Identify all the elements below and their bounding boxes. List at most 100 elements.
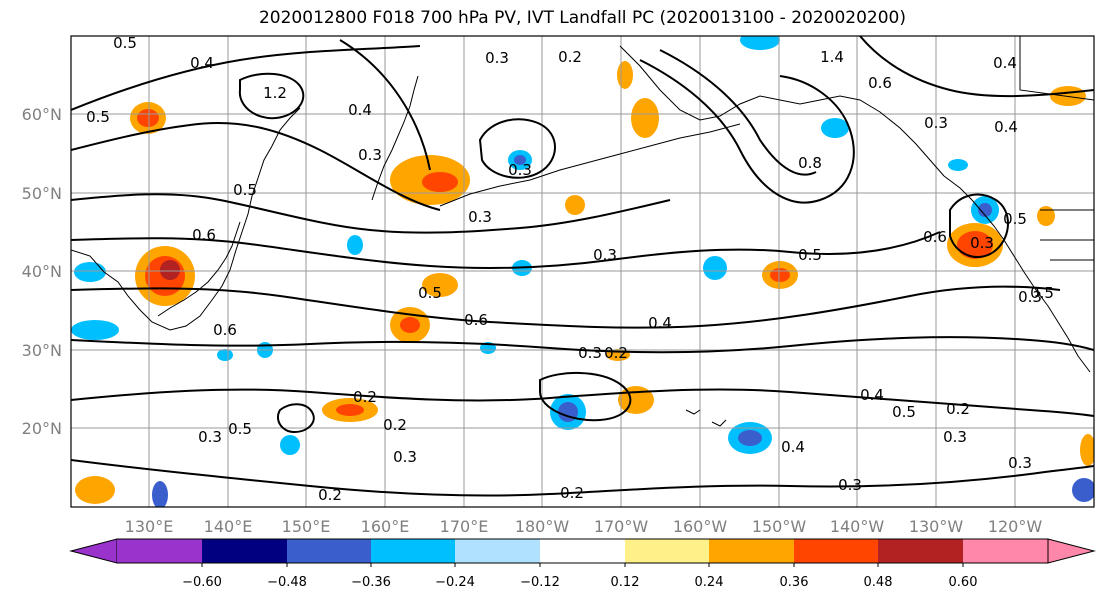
coastline-japan bbox=[157, 221, 241, 317]
contour-label: 0.2 bbox=[560, 484, 584, 502]
contour-label: 0.5 bbox=[892, 403, 916, 421]
longitude-labels: 130°E 140°E 150°E 160°E 170°E 180°W 170°W 160°W… bbox=[125, 517, 1043, 536]
colorbar-tick-label: −0.24 bbox=[435, 575, 475, 590]
contour-line bbox=[478, 118, 556, 179]
pv-anomaly-patch bbox=[152, 481, 168, 507]
pv-anomaly-patch bbox=[514, 155, 526, 165]
colorbar-band bbox=[709, 539, 794, 563]
lon-label: 160°W bbox=[673, 517, 728, 536]
pv-anomaly-patch bbox=[565, 195, 585, 215]
contour-label: 0.4 bbox=[993, 54, 1017, 72]
contour-line bbox=[276, 403, 315, 434]
contour-label: 0.3 bbox=[943, 428, 967, 446]
pv-anomaly-patch bbox=[631, 98, 659, 138]
colorbar-band bbox=[963, 539, 1048, 563]
contour-line bbox=[71, 231, 941, 269]
contour-label: 0.4 bbox=[648, 314, 672, 332]
contour-label: 0.3 bbox=[393, 448, 417, 466]
contour-labels: 0.5 0.4 1.2 0.5 0.6 0.5 0.4 0.3 1.4 0.6 0.3 0.4 0.8 0… bbox=[86, 36, 1054, 504]
pv-anomaly-patch bbox=[422, 172, 458, 192]
contour-line bbox=[949, 193, 1009, 259]
contour-line bbox=[71, 45, 421, 111]
contour-label: 0.6 bbox=[923, 228, 947, 246]
lon-label: 160°E bbox=[361, 517, 410, 536]
colorbar-tick-label: −0.12 bbox=[520, 575, 560, 590]
colorbar-band bbox=[625, 539, 709, 563]
contour-line bbox=[71, 193, 671, 234]
pv-anomaly-patch bbox=[75, 476, 115, 504]
contour-label: 0.8 bbox=[798, 154, 822, 172]
pv-anomaly-patch bbox=[821, 118, 849, 138]
coastline-north-america bbox=[943, 175, 1091, 373]
pv-anomaly-patch bbox=[618, 386, 654, 414]
contour-label: 0.2 bbox=[604, 344, 628, 362]
colorbar-band bbox=[794, 539, 878, 563]
contour-label: 0.2 bbox=[318, 486, 342, 504]
pv-anomaly-patch bbox=[1072, 478, 1094, 502]
coastline-alaska bbox=[619, 45, 945, 177]
contour-line bbox=[71, 336, 1094, 354]
contour-label: 0.4 bbox=[860, 386, 884, 404]
lon-label: 140°W bbox=[830, 517, 885, 536]
pv-anomaly-patch bbox=[336, 404, 364, 416]
contour-label: 0.3 bbox=[970, 234, 994, 252]
colorbar-band bbox=[202, 539, 287, 563]
graticule bbox=[71, 36, 1094, 507]
colorbar-band bbox=[371, 539, 455, 563]
pv-anomaly-patch bbox=[400, 317, 420, 333]
contour-line bbox=[639, 59, 855, 204]
contour-line bbox=[71, 122, 441, 211]
pv-anomaly-patch bbox=[422, 273, 458, 297]
lat-label: 30°N bbox=[22, 341, 62, 360]
contour-label: 0.4 bbox=[994, 118, 1018, 136]
colorbar-tick-label: −0.60 bbox=[182, 575, 222, 590]
colorbar-tick-label: −0.48 bbox=[267, 575, 307, 590]
contour-label: 0.3 bbox=[198, 428, 222, 446]
contour-line bbox=[71, 459, 1094, 497]
colorbar-tick-label: −0.36 bbox=[351, 575, 391, 590]
contour-label: 0.5 bbox=[233, 181, 257, 199]
contour-label: 0.3 bbox=[485, 49, 509, 67]
contour-label: 0.3 bbox=[1008, 454, 1032, 472]
lat-label: 20°N bbox=[22, 419, 62, 438]
colorbar-extend-max bbox=[1047, 538, 1096, 564]
lat-label: 40°N bbox=[22, 262, 62, 281]
colorbar-band bbox=[117, 539, 202, 563]
map-area: 0.5 0.4 1.2 0.5 0.6 0.5 0.4 0.3 1.4 0.6 0.3 0.4 0.8 0… bbox=[70, 35, 1095, 508]
lon-label: 180°W bbox=[515, 517, 570, 536]
pv-anomaly-patch bbox=[703, 256, 727, 280]
lat-label: 50°N bbox=[22, 184, 62, 203]
contour-label: 0.5 bbox=[418, 284, 442, 302]
contour-line bbox=[238, 72, 305, 120]
colorbar-band bbox=[287, 539, 371, 563]
lon-label: 130°W bbox=[909, 517, 964, 536]
contour-label: 0.5 bbox=[86, 108, 110, 126]
pv-anomaly-patch bbox=[948, 159, 968, 171]
pv-anomaly-patch bbox=[137, 109, 159, 127]
colorbar-tick-labels: −0.60 −0.48 −0.36 −0.24 −0.12 0.12 0.24 0.36 0.4… bbox=[182, 563, 977, 590]
pv-anomaly-patch bbox=[617, 61, 633, 89]
contour-label: 0.3 bbox=[468, 208, 492, 226]
contour-label: 0.3 bbox=[508, 161, 532, 179]
coastline-hawaii bbox=[685, 409, 727, 427]
colorbar-band bbox=[540, 539, 625, 563]
contour-label: 0.3 bbox=[1018, 288, 1042, 306]
colorbar-band bbox=[455, 539, 540, 563]
contour-label: 0.3 bbox=[593, 246, 617, 264]
contour-label: 0.3 bbox=[924, 114, 948, 132]
pv-anomaly-patch bbox=[71, 320, 119, 340]
contour-label: 0.3 bbox=[358, 146, 382, 164]
map-title: 2020012800 F018 700 hPa PV, IVT Landfall… bbox=[258, 8, 906, 28]
pv-anomaly-patch bbox=[217, 349, 233, 361]
pv-anomaly-patch bbox=[347, 235, 363, 255]
colorbar-tick-label: 0.24 bbox=[695, 575, 724, 590]
state-borders bbox=[1019, 36, 1094, 261]
contour-label: 1.4 bbox=[820, 48, 844, 66]
contour-label: 0.6 bbox=[213, 321, 237, 339]
contour-label: 0.3 bbox=[578, 344, 602, 362]
map-frame bbox=[70, 35, 1095, 508]
pv-contours bbox=[71, 36, 1094, 497]
lon-label: 170°W bbox=[594, 517, 649, 536]
pv-anomaly-patch bbox=[738, 430, 762, 446]
colorbar-band bbox=[878, 539, 963, 563]
